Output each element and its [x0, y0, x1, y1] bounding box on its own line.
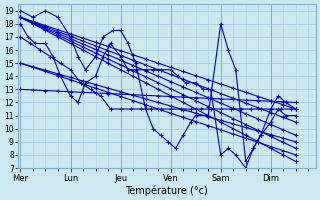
- X-axis label: Température (°c): Température (°c): [125, 185, 208, 196]
